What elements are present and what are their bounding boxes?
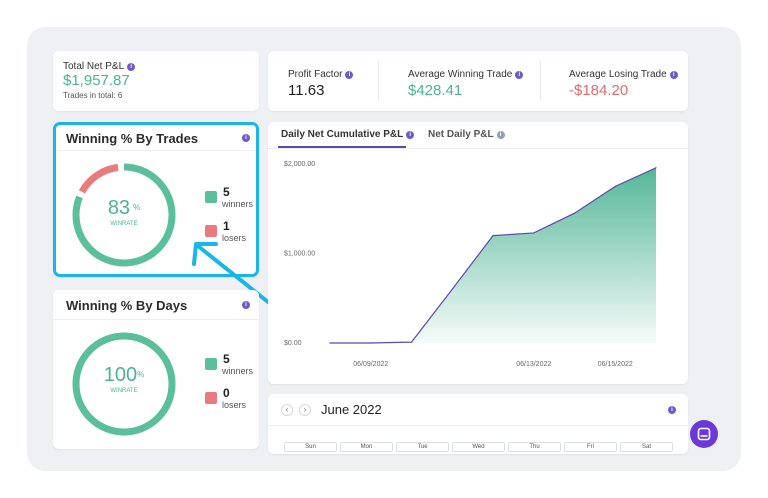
data-point[interactable] bbox=[655, 167, 657, 169]
info-icon[interactable]: i bbox=[127, 63, 136, 71]
x-tick-label: 06/15/2022 bbox=[598, 361, 633, 368]
total-pnl-value: $1,957.87 bbox=[63, 72, 130, 89]
metric-label: Average Losing Trade bbox=[569, 69, 667, 80]
pnl-chart-card: Daily Net Cumulative P&L i Net Daily P&L i… bbox=[268, 122, 688, 384]
divider bbox=[378, 61, 379, 101]
losers-swatch bbox=[205, 225, 217, 237]
metric-avg-winning: Average Winning Trade i $428.41 bbox=[408, 69, 524, 99]
winners-count: 5 bbox=[223, 352, 230, 366]
info-icon[interactable]: i bbox=[496, 131, 505, 139]
losers-count: 0 bbox=[223, 386, 230, 400]
metric-profit-factor: Profit Factor i 11.63 bbox=[288, 69, 354, 99]
card-title: Winning % By Days bbox=[66, 298, 188, 313]
winrate-donut bbox=[72, 332, 176, 436]
tab-daily-net-cumulative[interactable]: Daily Net Cumulative P&L i bbox=[281, 129, 415, 140]
winrate-percent: 83% bbox=[107, 197, 141, 219]
info-icon[interactable]: i bbox=[406, 131, 415, 139]
y-tick-label: $2,000.00 bbox=[284, 161, 315, 168]
metric-label: Profit Factor bbox=[288, 69, 343, 80]
losers-count: 1 bbox=[223, 219, 230, 233]
divider bbox=[56, 150, 256, 151]
divider bbox=[540, 61, 541, 101]
metric-avg-losing: Average Losing Trade i -$184.20 bbox=[569, 69, 678, 99]
prev-month-button[interactable]: ‹ bbox=[281, 404, 293, 416]
total-pnl-label: Total Net P&L bbox=[63, 61, 125, 72]
data-point[interactable] bbox=[329, 342, 331, 344]
winners-label: winners bbox=[222, 199, 254, 209]
divider bbox=[53, 319, 259, 320]
pnl-area bbox=[330, 167, 656, 343]
data-point[interactable] bbox=[410, 341, 413, 343]
info-icon[interactable]: i bbox=[515, 71, 524, 79]
chat-support-button[interactable] bbox=[690, 420, 718, 448]
divider bbox=[268, 148, 688, 149]
losers-swatch bbox=[205, 392, 217, 404]
weekday-tue: Tue bbox=[396, 442, 449, 452]
winrate-donut bbox=[72, 163, 176, 267]
y-tick-label: $0.00 bbox=[284, 340, 302, 347]
metric-label: Average Winning Trade bbox=[408, 69, 513, 80]
total-pnl-card: Total Net P&L i $1,957.87 Trades in total… bbox=[53, 51, 259, 111]
winners-count: 5 bbox=[223, 185, 230, 199]
data-point[interactable] bbox=[370, 342, 372, 344]
winrate-caption: WINRATE bbox=[110, 221, 138, 227]
info-icon[interactable]: i bbox=[668, 406, 676, 414]
data-point[interactable] bbox=[614, 185, 616, 187]
weekday-fri: Fri bbox=[564, 442, 617, 452]
trades-total: Trades in total: 6 bbox=[63, 91, 123, 100]
cumulative-pnl-chart: $2,000.00 $1,000.00 $0.00 06/09/2022 06/13/2… bbox=[284, 161, 657, 368]
x-tick-label: 06/09/2022 bbox=[353, 361, 388, 368]
weekday-sun: Sun bbox=[284, 442, 337, 452]
winrate-percent: 100% bbox=[103, 364, 145, 386]
winrate-caption: WINRATE bbox=[110, 388, 138, 394]
info-icon[interactable]: i bbox=[242, 134, 250, 142]
metric-value: -$184.20 bbox=[569, 82, 629, 99]
winners-swatch bbox=[205, 191, 217, 203]
calendar-month: June 2022 bbox=[321, 402, 382, 417]
info-icon[interactable]: i bbox=[669, 71, 678, 79]
data-point[interactable] bbox=[533, 232, 535, 234]
losers-label: losers bbox=[222, 400, 247, 410]
x-tick-label: 06/13/2022 bbox=[516, 361, 551, 368]
info-icon[interactable]: i bbox=[242, 301, 250, 309]
metric-value: 11.63 bbox=[288, 82, 325, 99]
next-month-button[interactable]: › bbox=[299, 404, 311, 416]
y-tick-label: $1,000.00 bbox=[284, 251, 315, 258]
metrics-card: Profit Factor i 11.63 Average Winning Tra… bbox=[268, 51, 688, 111]
divider bbox=[268, 425, 688, 426]
win-by-trades-card: Winning % By Trades i 83% WINRATE 5 winn… bbox=[53, 122, 259, 277]
tab-net-daily[interactable]: Net Daily P&L i bbox=[428, 129, 505, 140]
winners-swatch bbox=[205, 358, 217, 370]
winners-label: winners bbox=[222, 366, 254, 376]
losers-label: losers bbox=[222, 233, 247, 243]
weekday-sat: Sat bbox=[620, 442, 673, 452]
card-title: Winning % By Trades bbox=[66, 131, 199, 146]
weekday-wed: Wed bbox=[452, 442, 505, 452]
weekday-thu: Thu bbox=[508, 442, 561, 452]
weekday-mon: Mon bbox=[340, 442, 393, 452]
metric-value: $428.41 bbox=[408, 82, 463, 99]
data-point[interactable] bbox=[451, 288, 453, 290]
chat-icon bbox=[697, 427, 711, 441]
data-point[interactable] bbox=[573, 212, 576, 214]
info-icon[interactable]: i bbox=[345, 71, 354, 79]
win-by-days-card: Winning % By Days i 100% WINRATE 5 winne… bbox=[53, 290, 259, 449]
data-point[interactable] bbox=[492, 235, 494, 237]
tab-active-underline bbox=[278, 146, 406, 148]
